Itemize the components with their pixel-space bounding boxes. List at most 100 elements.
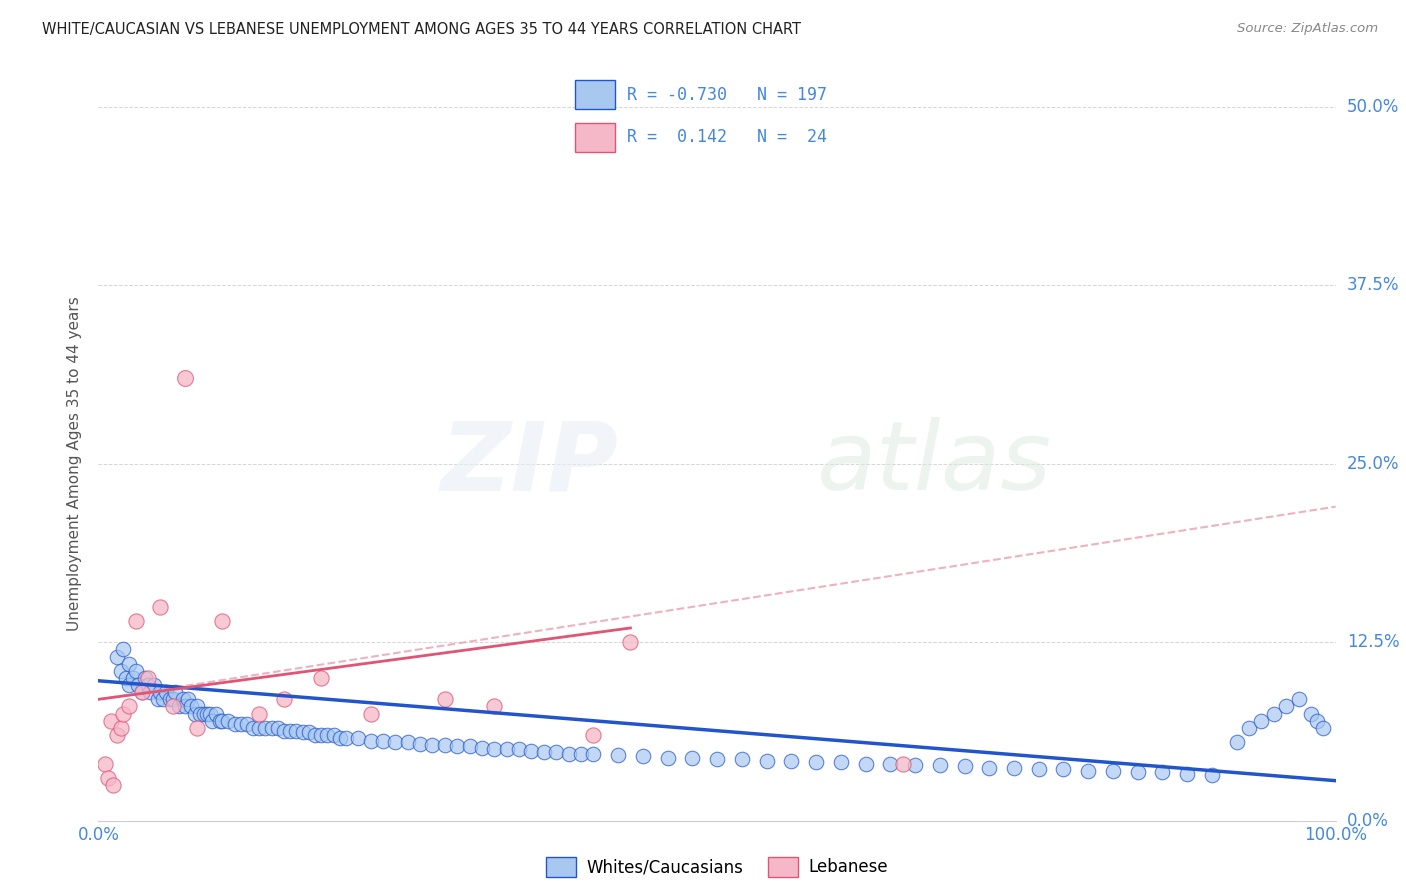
Point xyxy=(1312,721,1334,735)
Point xyxy=(152,692,174,706)
Point xyxy=(136,671,159,685)
Point xyxy=(384,735,406,749)
Point xyxy=(260,721,283,735)
Point xyxy=(1226,735,1249,749)
Point xyxy=(1237,721,1260,735)
Point xyxy=(1175,766,1198,780)
Point xyxy=(247,721,270,735)
Point xyxy=(360,706,382,721)
Point xyxy=(409,737,432,751)
Point xyxy=(1250,714,1272,728)
Point xyxy=(174,371,197,385)
Point xyxy=(780,754,803,768)
Point xyxy=(1077,764,1099,778)
Point xyxy=(879,756,901,771)
Point xyxy=(1028,762,1050,776)
Point xyxy=(1002,761,1025,775)
Point xyxy=(176,692,198,706)
Point xyxy=(205,706,228,721)
Point xyxy=(188,706,211,721)
Point xyxy=(433,738,456,752)
Point xyxy=(979,761,1001,775)
Point xyxy=(159,692,181,706)
Text: 0.0%: 0.0% xyxy=(1347,812,1389,830)
Point xyxy=(278,723,301,738)
Point xyxy=(755,754,778,768)
Point xyxy=(193,706,215,721)
Point xyxy=(471,740,494,755)
Point xyxy=(131,685,153,699)
Point xyxy=(1201,768,1223,782)
Point xyxy=(830,755,852,769)
Point xyxy=(657,751,679,765)
Text: WHITE/CAUCASIAN VS LEBANESE UNEMPLOYMENT AMONG AGES 35 TO 44 YEARS CORRELATION C: WHITE/CAUCASIAN VS LEBANESE UNEMPLOYMENT… xyxy=(42,22,801,37)
Point xyxy=(118,699,141,714)
Point xyxy=(139,685,162,699)
Point xyxy=(1152,765,1174,780)
Point xyxy=(146,692,169,706)
Point xyxy=(619,635,641,649)
Point xyxy=(285,723,308,738)
Text: 50.0%: 50.0% xyxy=(1347,98,1399,116)
Point xyxy=(329,731,352,745)
Point xyxy=(211,614,233,628)
Point xyxy=(242,721,264,735)
Bar xyxy=(575,80,614,109)
Point xyxy=(631,749,654,764)
Point xyxy=(118,657,141,671)
Point xyxy=(360,733,382,747)
Point xyxy=(110,664,132,678)
Point xyxy=(1052,762,1074,776)
Point xyxy=(533,745,555,759)
Point xyxy=(298,725,321,739)
Point xyxy=(149,599,172,614)
Point xyxy=(273,692,295,706)
Point xyxy=(1102,764,1125,778)
Point xyxy=(347,731,370,745)
Text: atlas: atlas xyxy=(815,417,1052,510)
Point xyxy=(114,671,136,685)
Point xyxy=(582,728,605,742)
Point xyxy=(201,714,224,728)
Point xyxy=(112,706,135,721)
Point xyxy=(180,699,202,714)
Text: 25.0%: 25.0% xyxy=(1347,455,1399,473)
Point xyxy=(97,771,120,785)
Point xyxy=(422,738,444,752)
Point xyxy=(1299,706,1322,721)
Point xyxy=(105,728,128,742)
Point xyxy=(458,739,481,754)
Point xyxy=(273,723,295,738)
Point xyxy=(267,721,290,735)
Point xyxy=(891,756,914,771)
Point xyxy=(304,728,326,742)
Point xyxy=(167,699,190,714)
Point xyxy=(953,759,976,773)
Point xyxy=(105,649,128,664)
Point xyxy=(557,747,579,761)
Point xyxy=(143,678,166,692)
Point xyxy=(195,706,218,721)
Point xyxy=(254,721,277,735)
Point xyxy=(124,664,146,678)
Point xyxy=(484,742,506,756)
Point xyxy=(520,744,543,758)
Point xyxy=(546,745,568,759)
Point xyxy=(110,721,132,735)
Text: ZIP: ZIP xyxy=(440,417,619,510)
Point xyxy=(1288,692,1310,706)
Point xyxy=(122,671,145,685)
Point xyxy=(309,671,332,685)
Point xyxy=(1263,706,1285,721)
Point xyxy=(335,731,357,745)
Point xyxy=(112,642,135,657)
Point xyxy=(322,728,344,742)
Point xyxy=(162,692,184,706)
Point xyxy=(247,706,270,721)
Point xyxy=(706,752,728,766)
Point xyxy=(127,678,149,692)
Point xyxy=(855,756,877,771)
Text: 12.5%: 12.5% xyxy=(1347,633,1399,651)
Point xyxy=(131,685,153,699)
Point xyxy=(607,747,630,762)
